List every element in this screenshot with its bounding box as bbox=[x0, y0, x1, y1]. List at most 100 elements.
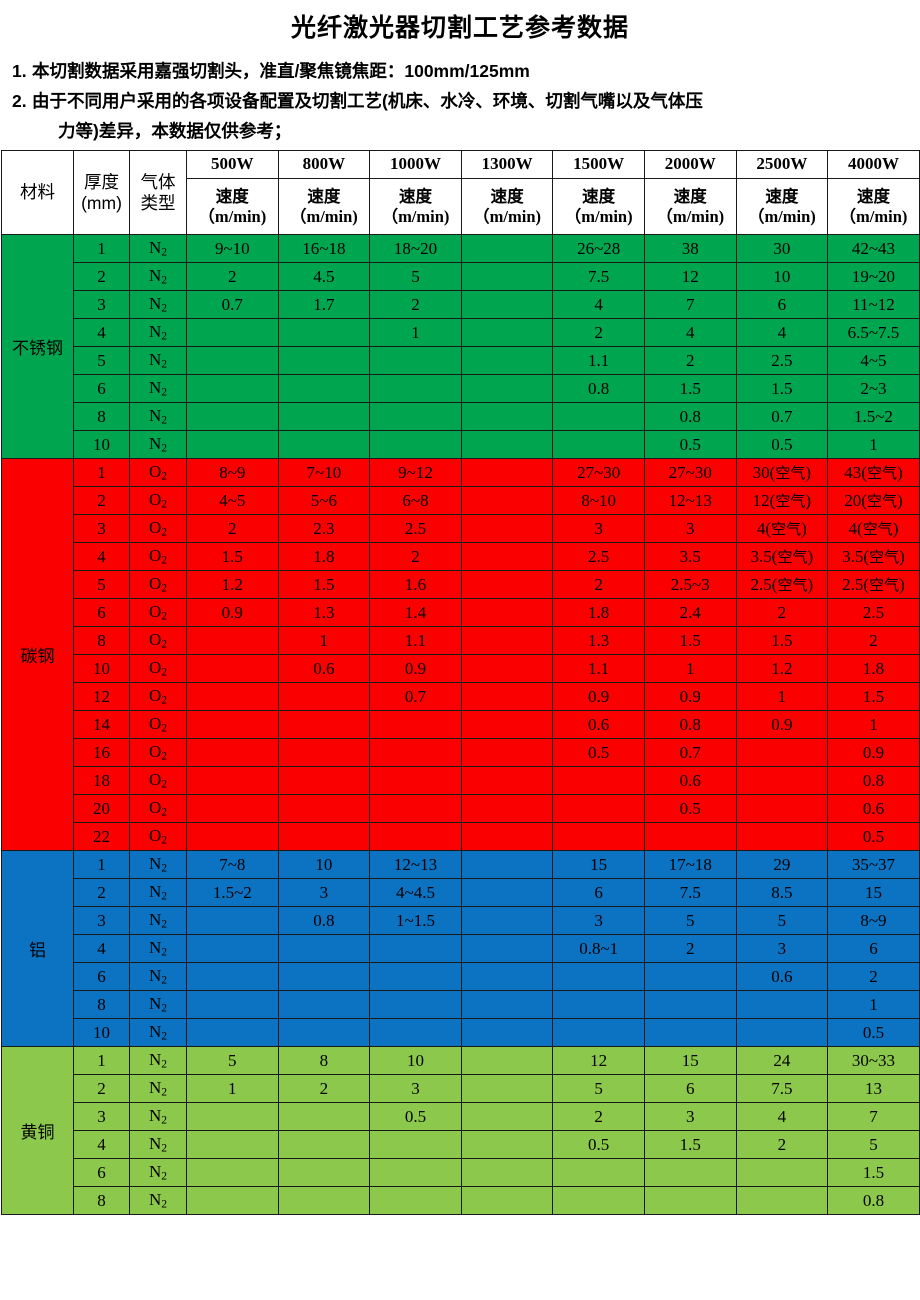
speed-cell-1500w: 1.3 bbox=[552, 626, 645, 655]
column-subheader-speed: 速度 （m/min) bbox=[277, 178, 371, 235]
thickness-cell: 16 bbox=[73, 738, 130, 767]
material-cell-stainless-steel: 不锈钢 bbox=[1, 234, 74, 459]
speed-cell-2500w: 4 bbox=[735, 318, 829, 347]
speed-cell-2000w: 27~30 bbox=[643, 458, 737, 487]
thickness-cell: 22 bbox=[73, 822, 130, 851]
gas-type-cell: N2 bbox=[129, 1186, 187, 1215]
speed-cell-800w: 7~10 bbox=[277, 458, 371, 487]
speed-cell-1000w: 3 bbox=[369, 1074, 462, 1103]
speed-cell-2500w: 0.5 bbox=[735, 430, 829, 459]
gas-type-cell: O2 bbox=[129, 710, 187, 739]
speed-cell-500w: 1.5 bbox=[186, 542, 279, 571]
gas-type-cell: O2 bbox=[129, 794, 187, 823]
speed-cell-1300w bbox=[460, 626, 554, 655]
speed-cell-1500w: 2 bbox=[552, 318, 645, 347]
speed-cell-2500w: 2.5 bbox=[735, 346, 829, 375]
table-row: 2 O2 4~5 5~6 6~8 8~10 12~13 12(空气) 20(空气) bbox=[2, 486, 920, 515]
speed-cell-500w: 4~5 bbox=[186, 486, 279, 515]
gas-type-cell: N2 bbox=[129, 1158, 187, 1187]
speed-cell-1300w bbox=[460, 654, 554, 683]
speed-cell-2500w bbox=[735, 738, 829, 767]
gas-type-cell: N2 bbox=[129, 1102, 187, 1131]
speed-cell-1500w: 2 bbox=[552, 1102, 645, 1131]
speed-cell-2000w: 3 bbox=[643, 1102, 737, 1131]
speed-cell-4000w: 8~9 bbox=[827, 906, 920, 935]
speed-cell-2000w bbox=[643, 962, 737, 991]
gas-type-cell: N2 bbox=[129, 374, 187, 403]
speed-cell-2000w: 5 bbox=[643, 906, 737, 935]
speed-cell-1300w bbox=[460, 766, 554, 795]
speed-cell-1300w bbox=[460, 738, 554, 767]
speed-cell-500w bbox=[186, 374, 279, 403]
speed-cell-1500w: 5 bbox=[552, 1074, 645, 1103]
column-subheader-speed: 速度 （m/min) bbox=[827, 178, 920, 235]
speed-cell-800w: 16~18 bbox=[277, 234, 371, 263]
speed-cell-800w bbox=[277, 990, 371, 1019]
speed-cell-1300w bbox=[460, 458, 554, 487]
header-row-power: 材料 厚度 (mm) 气体 类型 500W 800W 1000W 1300W 1… bbox=[1, 150, 920, 235]
thickness-cell: 2 bbox=[73, 262, 130, 291]
speed-cell-1500w: 0.5 bbox=[552, 1130, 645, 1159]
speed-cell-800w bbox=[277, 710, 371, 739]
speed-cell-1500w: 3 bbox=[552, 514, 645, 543]
column-subheader-speed: 速度 （m/min) bbox=[735, 178, 829, 235]
speed-cell-2000w bbox=[643, 990, 737, 1019]
speed-cell-4000w: 6 bbox=[827, 934, 920, 963]
speed-cell-1300w bbox=[460, 1186, 554, 1215]
speed-cell-2500w: 3 bbox=[735, 934, 829, 963]
speed-cell-800w bbox=[277, 1018, 371, 1047]
speed-cell-1000w bbox=[369, 990, 462, 1019]
speed-label: 速度 bbox=[215, 187, 249, 207]
thickness-cell: 4 bbox=[73, 542, 130, 571]
speed-cell-1300w bbox=[460, 1018, 554, 1047]
thickness-cell: 1 bbox=[73, 1046, 130, 1075]
gas-type-cell: N2 bbox=[129, 290, 187, 319]
thickness-cell: 14 bbox=[73, 710, 130, 739]
speed-cell-2500w bbox=[735, 794, 829, 823]
column-header-power-2000w: 2000W bbox=[643, 150, 737, 179]
speed-cell-1500w: 2 bbox=[552, 570, 645, 599]
speed-cell-1000w: 0.9 bbox=[369, 654, 462, 683]
column-subheader-speed: 速度 （m/min) bbox=[643, 178, 737, 235]
speed-cell-2000w bbox=[643, 1158, 737, 1187]
speed-cell-1000w: 6~8 bbox=[369, 486, 462, 515]
speed-cell-2000w: 2 bbox=[643, 934, 737, 963]
speed-cell-1300w bbox=[460, 1102, 554, 1131]
speed-cell-4000w: 0.5 bbox=[827, 1018, 920, 1047]
thickness-label-line2: (mm) bbox=[81, 192, 122, 213]
table-row: 黄铜 1 N2 5 8 10 12 15 24 30~33 bbox=[1, 1046, 920, 1215]
speed-cell-2500w: 4(空气) bbox=[735, 514, 829, 543]
thickness-cell: 3 bbox=[73, 1102, 130, 1131]
speed-cell-4000w: 35~37 bbox=[827, 850, 920, 879]
gas-type-cell: N2 bbox=[129, 402, 187, 431]
speed-cell-4000w: 4~5 bbox=[827, 346, 920, 375]
speed-cell-2500w: 0.7 bbox=[735, 402, 829, 431]
speed-unit: （m/min) bbox=[747, 206, 816, 226]
speed-cell-1300w bbox=[460, 290, 554, 319]
speed-cell-2000w: 0.5 bbox=[643, 430, 737, 459]
speed-cell-1000w bbox=[369, 1158, 462, 1187]
speed-cell-1000w bbox=[369, 794, 462, 823]
speed-cell-1300w bbox=[460, 1130, 554, 1159]
speed-cell-2500w: 30(空气) bbox=[735, 458, 829, 487]
speed-cell-2500w: 1.5 bbox=[735, 374, 829, 403]
speed-label: 速度 bbox=[673, 187, 707, 207]
speed-cell-800w bbox=[277, 682, 371, 711]
speed-cell-1500w: 2.5 bbox=[552, 542, 645, 571]
gas-type-cell: N2 bbox=[129, 962, 187, 991]
speed-cell-2500w bbox=[735, 990, 829, 1019]
table-row: 8 N2 0.8 0.7 1.5~2 bbox=[2, 402, 920, 431]
speed-label: 速度 bbox=[398, 187, 432, 207]
speed-cell-2000w: 2 bbox=[643, 346, 737, 375]
gas-type-cell: O2 bbox=[129, 822, 187, 851]
speed-cell-2500w: 30 bbox=[735, 234, 829, 263]
speed-cell-1300w bbox=[460, 346, 554, 375]
note-text: 本切割数据采用嘉强切割头，准直/聚焦镜焦距：100mm/125mm bbox=[32, 61, 530, 81]
speed-cell-500w bbox=[186, 794, 279, 823]
column-header-power-2500w: 2500W bbox=[735, 150, 829, 179]
speed-unit: （m/min) bbox=[564, 206, 633, 226]
speed-cell-800w: 8 bbox=[277, 1046, 371, 1075]
speed-cell-500w bbox=[186, 934, 279, 963]
speed-cell-2000w: 3 bbox=[643, 514, 737, 543]
gas-type-cell: N2 bbox=[129, 850, 187, 879]
